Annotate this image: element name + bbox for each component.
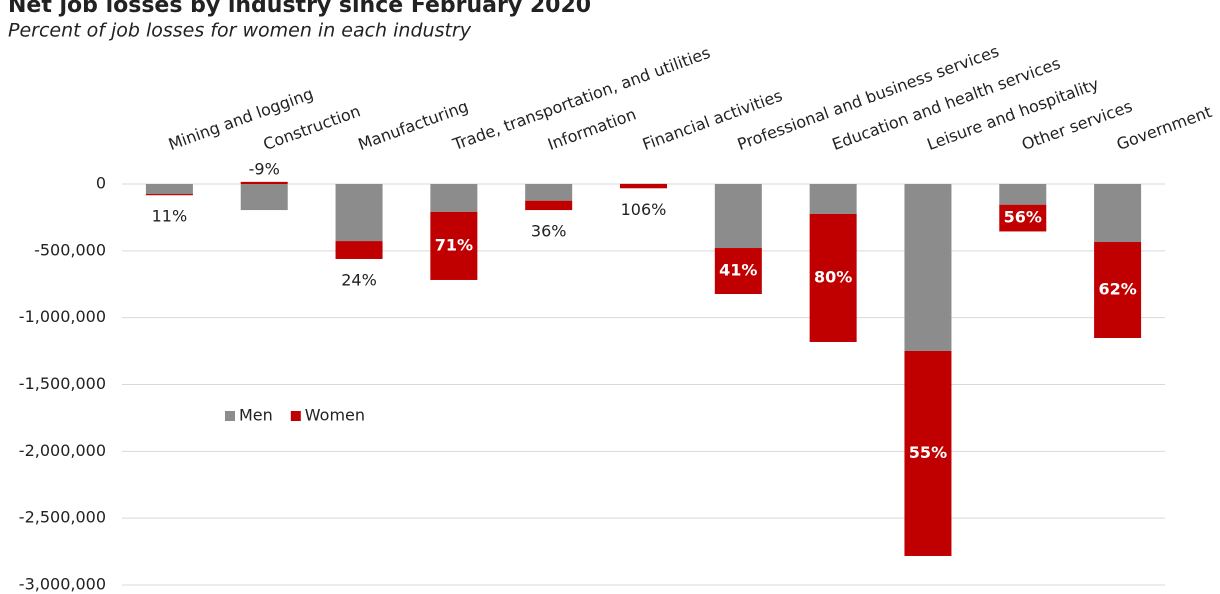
data-label: 11% [152, 207, 188, 226]
bar-segment [904, 350, 952, 556]
bar-segment [904, 184, 952, 351]
data-label: 24% [341, 270, 377, 289]
data-label: -9% [249, 159, 280, 178]
bar-segment [335, 184, 383, 242]
bar-segment [1094, 184, 1142, 243]
legend-swatch [225, 411, 235, 421]
bar-segment [1094, 242, 1142, 338]
data-label: 56% [1004, 208, 1042, 227]
bar-segment [620, 184, 667, 189]
bar-segment [525, 184, 573, 201]
bar-segment [430, 184, 478, 212]
bar-segment [809, 184, 857, 214]
bar-segment [145, 184, 193, 195]
y-tick-label: -2,000,000 [19, 441, 106, 460]
y-tick-label: -1,000,000 [19, 307, 106, 326]
chart-title: Net job losses by industry since Februar… [8, 0, 591, 18]
legend-label: Men [239, 406, 273, 425]
data-label: 71% [435, 235, 473, 254]
bar-segment [714, 248, 762, 295]
y-tick-label: 0 [96, 174, 106, 193]
bar-segment [145, 194, 193, 196]
legend-label: Women [305, 406, 365, 425]
data-label: 106% [621, 200, 667, 219]
bar-segment [714, 184, 762, 249]
data-label: 36% [531, 222, 567, 241]
y-tick-label: -1,500,000 [19, 374, 106, 393]
bar-segment [809, 213, 857, 342]
data-label: 80% [814, 267, 852, 286]
bar-segment [240, 181, 288, 184]
bar-segment [430, 211, 478, 280]
bar-segment [999, 184, 1047, 205]
data-label: 41% [719, 261, 757, 280]
chart-subtitle: Percent of job losses for women in each … [8, 20, 472, 42]
y-tick-label: -500,000 [34, 240, 106, 259]
bar-segment [240, 184, 288, 211]
bar-segment [525, 200, 573, 211]
data-label: 62% [1098, 279, 1136, 298]
y-tick-label: -3,000,000 [19, 575, 106, 594]
bar-segment [335, 241, 383, 259]
y-tick-label: -2,500,000 [19, 508, 106, 527]
bar-segment [999, 204, 1047, 232]
legend-swatch [290, 411, 301, 421]
data-label: 55% [909, 443, 947, 462]
